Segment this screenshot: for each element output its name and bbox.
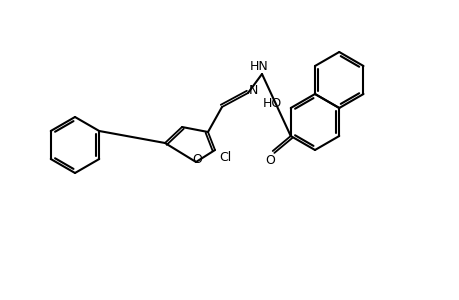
Text: O: O	[264, 154, 274, 166]
Text: HN: HN	[249, 59, 268, 73]
Text: N: N	[248, 83, 257, 97]
Text: Cl: Cl	[218, 151, 230, 164]
Text: HO: HO	[263, 97, 282, 110]
Text: O: O	[192, 152, 202, 166]
